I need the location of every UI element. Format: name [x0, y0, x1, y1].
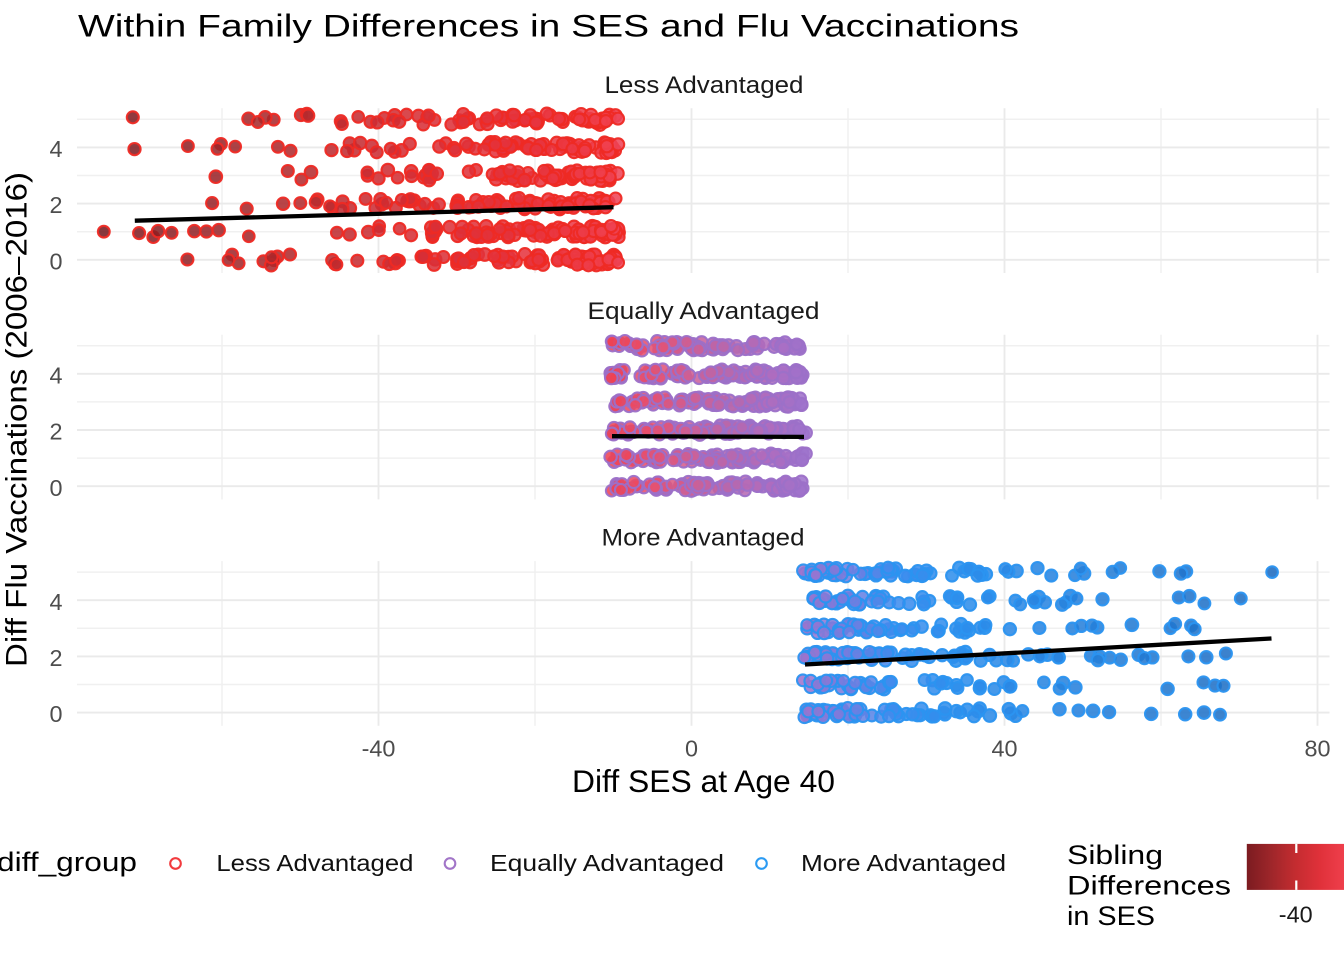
svg-text:More Advantaged: More Advantaged	[602, 524, 805, 551]
svg-text:Diff Flu Vaccinations (2006–20: Diff Flu Vaccinations (2006–2016)	[1, 172, 34, 667]
svg-text:in SES: in SES	[1067, 901, 1155, 931]
svg-text:Sibling: Sibling	[1067, 840, 1163, 870]
svg-text:Less Advantaged: Less Advantaged	[216, 850, 413, 876]
svg-text:4: 4	[49, 362, 62, 388]
svg-text:Within Family Differences in S: Within Family Differences in SES and Flu…	[78, 8, 1019, 44]
svg-text:4: 4	[49, 136, 62, 162]
svg-text:diff_group: diff_group	[0, 847, 137, 877]
svg-text:40: 40	[991, 736, 1017, 762]
svg-text:Equally Advantaged: Equally Advantaged	[588, 298, 820, 325]
svg-text:Less Advantaged: Less Advantaged	[605, 72, 804, 99]
svg-text:Equally Advantaged: Equally Advantaged	[490, 850, 724, 876]
svg-text:2: 2	[49, 192, 62, 218]
svg-text:4: 4	[49, 589, 62, 615]
svg-text:-40: -40	[1279, 902, 1313, 928]
svg-text:0: 0	[49, 701, 62, 727]
svg-text:0: 0	[49, 475, 62, 501]
svg-text:2: 2	[49, 419, 62, 445]
svg-text:Diff SES at Age 40: Diff SES at Age 40	[572, 763, 835, 799]
svg-text:Differences: Differences	[1067, 871, 1231, 901]
svg-text:2: 2	[49, 645, 62, 671]
svg-text:0: 0	[685, 736, 698, 762]
svg-text:80: 80	[1304, 736, 1330, 762]
svg-text:0: 0	[49, 248, 62, 274]
svg-text:-40: -40	[362, 736, 396, 762]
svg-text:More Advantaged: More Advantaged	[801, 850, 1006, 876]
